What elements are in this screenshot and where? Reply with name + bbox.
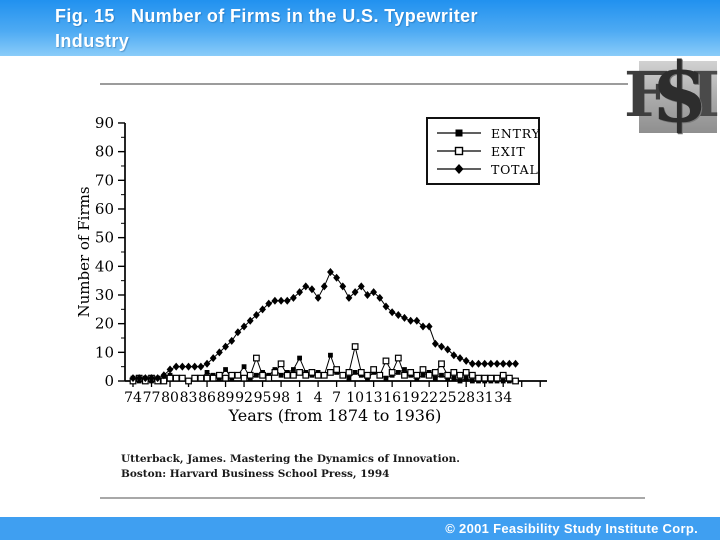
svg-text:34: 34 (494, 390, 512, 406)
svg-text:22: 22 (420, 390, 438, 406)
y-axis-label: Number of Firms (75, 186, 93, 318)
svg-text:90: 90 (95, 114, 114, 132)
source-citation: Utterback, James. Mastering the Dynamics… (121, 452, 460, 482)
svg-text:28: 28 (457, 390, 475, 406)
svg-text:7: 7 (332, 390, 341, 406)
footer-divider-line (100, 497, 645, 499)
svg-text:74: 74 (124, 390, 142, 406)
svg-text:83: 83 (180, 390, 198, 406)
slide-footer: © 2001 Feasibility Study Institute Corp. (0, 517, 720, 540)
legend-label-entry: ENTRY (491, 125, 541, 141)
svg-text:40: 40 (95, 257, 114, 275)
svg-text:80: 80 (161, 390, 179, 406)
svg-text:92: 92 (235, 390, 253, 406)
slide-title-line1: Fig. 15 Number of Firms in the U.S. Type… (55, 6, 478, 26)
svg-text:10: 10 (95, 343, 114, 361)
svg-text:77: 77 (143, 390, 161, 406)
svg-text:0: 0 (104, 372, 114, 390)
legend-marker-exit-icon (437, 146, 481, 156)
svg-text:20: 20 (95, 315, 114, 333)
fsi-logo: F $ I (623, 45, 720, 141)
svg-text:70: 70 (95, 171, 114, 189)
svg-text:31: 31 (476, 390, 494, 406)
citation-line2: Boston: Harvard Business School Press, 1… (121, 468, 390, 480)
legend-item-entry: ENTRY (436, 124, 540, 142)
slide-title-line2: Industry (55, 31, 130, 51)
svg-text:60: 60 (95, 200, 114, 218)
svg-text:30: 30 (95, 286, 114, 304)
chart-legend: ENTRY EXIT TOTAL (426, 117, 540, 185)
fsi-logo-letters: F $ I (623, 45, 720, 141)
legend-marker-entry-icon (437, 129, 481, 137)
legend-marker-total-icon (437, 164, 481, 174)
svg-text:10: 10 (346, 390, 364, 406)
logo-letter-dollar: $ (650, 45, 709, 141)
legend-item-total: TOTAL (436, 160, 538, 178)
x-axis-label: Years (from 1874 to 1936) (228, 406, 442, 425)
svg-text:16: 16 (383, 390, 401, 406)
logo-letter-i: I (691, 58, 720, 131)
svg-text:4: 4 (314, 390, 323, 406)
svg-text:13: 13 (365, 390, 383, 406)
copyright-text: © 2001 Feasibility Study Institute Corp. (445, 521, 698, 536)
svg-text:86: 86 (198, 390, 216, 406)
legend-label-exit: EXIT (491, 143, 526, 159)
logo-letter-f: F (623, 58, 668, 131)
svg-text:1: 1 (295, 390, 304, 406)
legend-item-exit: EXIT (436, 142, 530, 160)
svg-text:50: 50 (95, 229, 114, 247)
svg-text:25: 25 (439, 390, 457, 406)
svg-text:89: 89 (217, 390, 235, 406)
fsi-logo-background (639, 61, 717, 133)
header-divider-line (100, 83, 628, 85)
citation-line1: Utterback, James. Mastering the Dynamics… (121, 453, 460, 465)
svg-text:19: 19 (402, 390, 420, 406)
legend-label-total: TOTAL (491, 161, 539, 177)
svg-text:95: 95 (254, 390, 272, 406)
svg-text:80: 80 (95, 143, 114, 161)
slide-header: Fig. 15 Number of Firms in the U.S. Type… (0, 0, 720, 56)
svg-text:98: 98 (272, 390, 290, 406)
